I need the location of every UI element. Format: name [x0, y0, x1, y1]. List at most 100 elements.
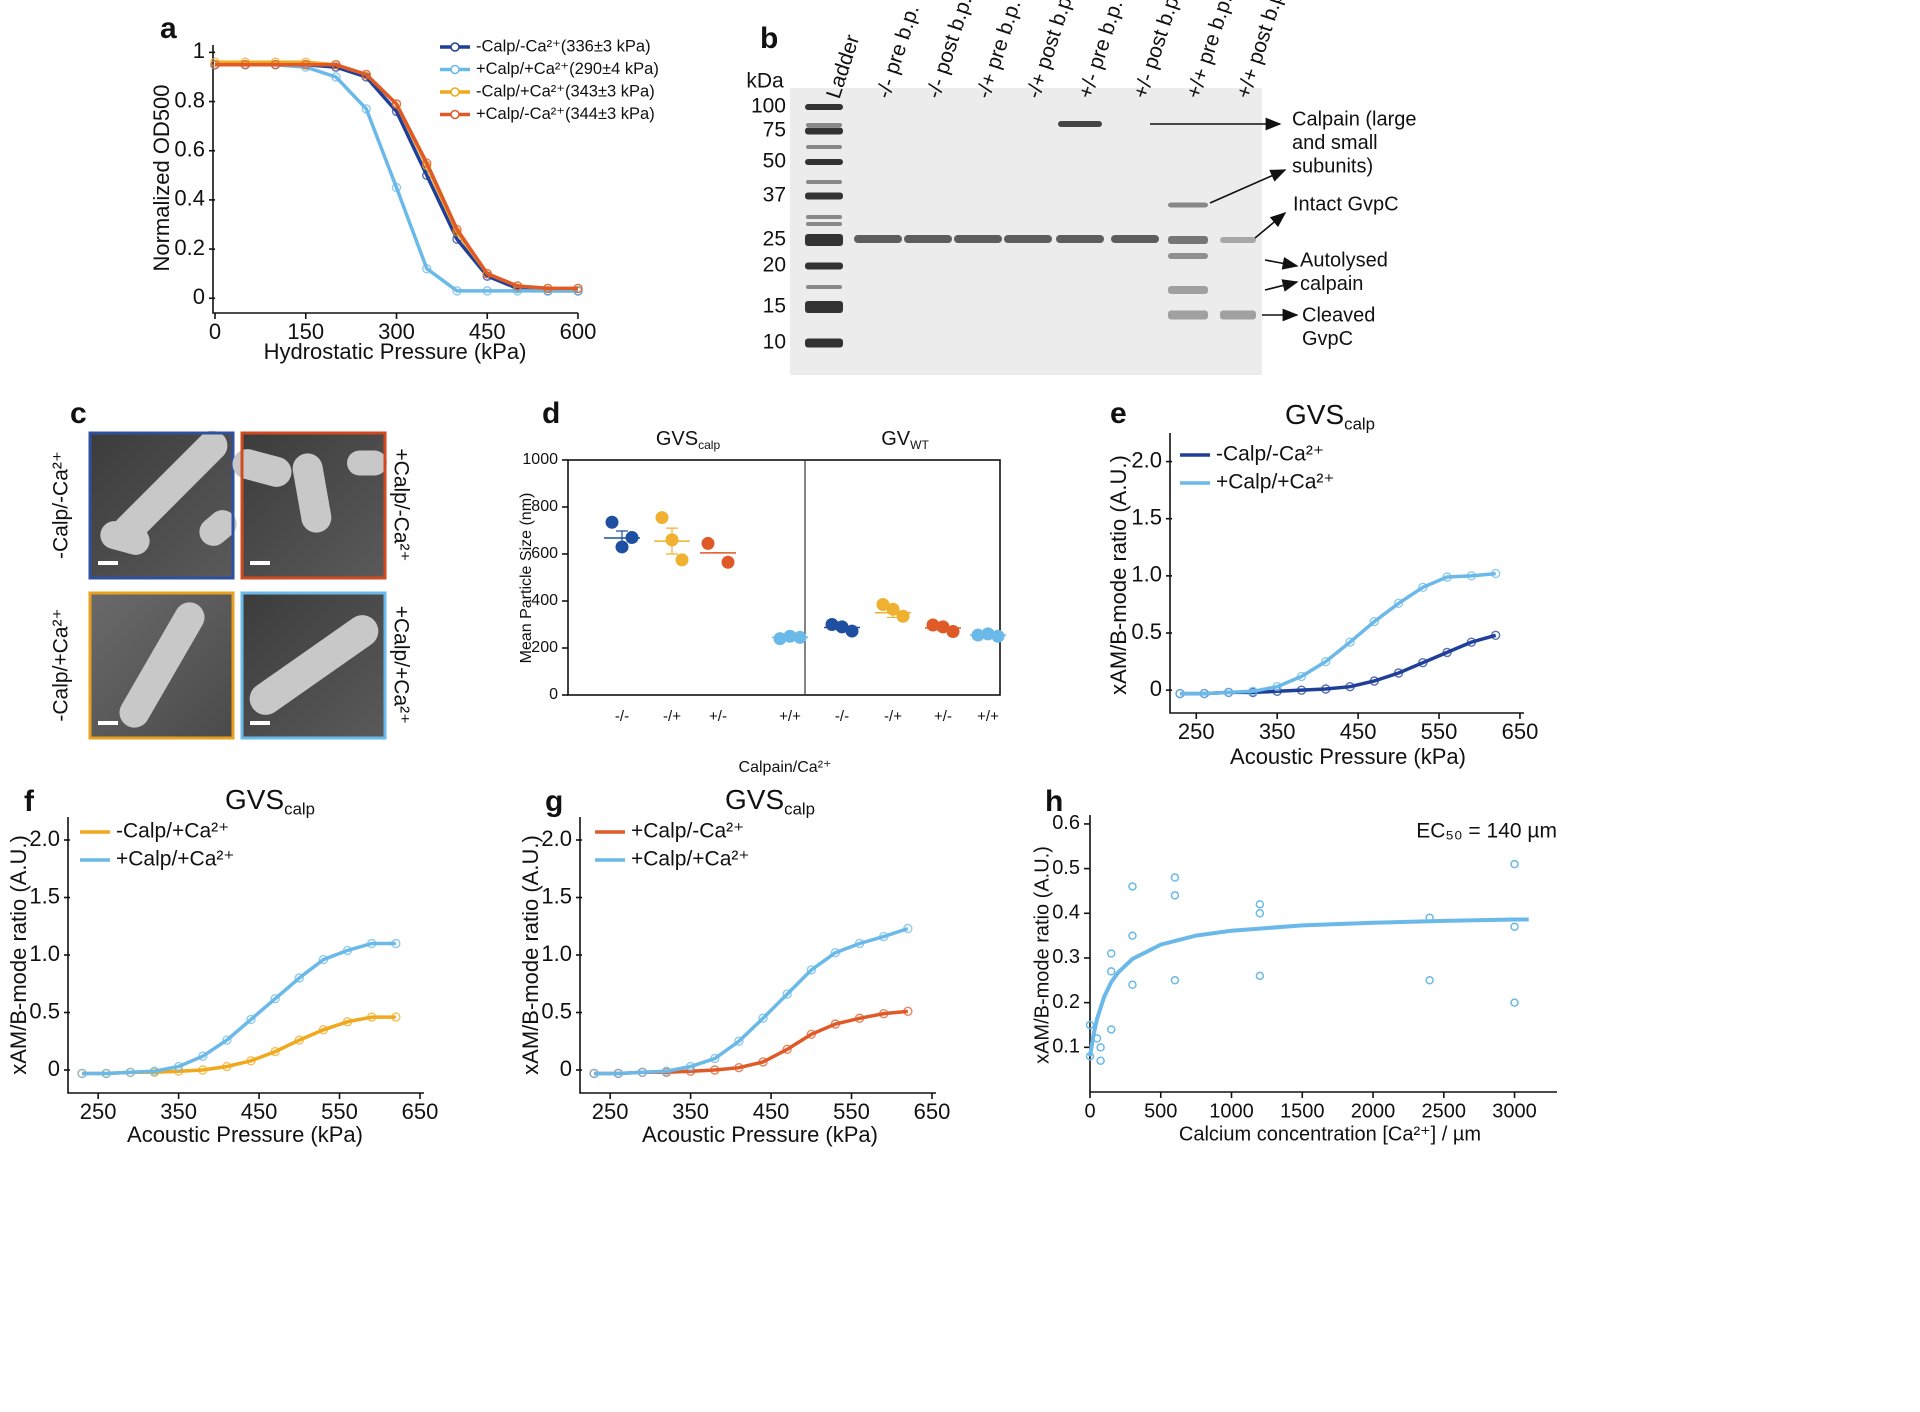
point: [1510, 922, 1519, 931]
x-tick-label: 550: [833, 1099, 870, 1124]
point: [149, 1066, 160, 1076]
marker-label: 25: [763, 228, 786, 251]
point: [1466, 637, 1477, 647]
band: [954, 235, 1002, 243]
point: [198, 1065, 208, 1075]
point: [543, 283, 553, 294]
y-tick-label: 800: [531, 498, 558, 515]
ladder-band-faint: [806, 180, 842, 184]
point: [210, 59, 220, 70]
legend-label: -Calp/+Ca²⁺(343±3 kPa): [476, 82, 655, 100]
point: [625, 531, 639, 545]
point: [835, 620, 849, 634]
point: [1128, 882, 1137, 891]
x-tick-label: 550: [321, 1099, 358, 1124]
gel: [790, 88, 1262, 375]
point: [926, 618, 940, 632]
group-title-main: GV: [881, 428, 911, 450]
point: [710, 1065, 720, 1075]
y-axis-label: xAM/B-mode ratio (A.U.): [1106, 455, 1131, 695]
point: [1490, 568, 1501, 579]
micrograph-label: -Calp/+Ca²⁺: [50, 608, 73, 721]
point: [605, 515, 619, 529]
legend-marker: [450, 42, 460, 52]
x-tick-label: 450: [241, 1099, 278, 1124]
particle: [100, 521, 150, 555]
point: [1255, 900, 1265, 909]
annotation: Intact GvpC: [1293, 193, 1399, 215]
point: [946, 625, 960, 639]
y-tick-label: 0.8: [174, 87, 205, 112]
x-tick-label: 300: [378, 319, 415, 344]
y-axis-label: xAM/B-mode ratio (A.U.): [6, 835, 31, 1075]
point: [301, 59, 311, 70]
y-tick-label: 0: [1150, 676, 1162, 701]
point: [1442, 572, 1452, 582]
chart-title-main: GVS: [1285, 399, 1344, 430]
point: [1510, 998, 1519, 1007]
ladder-band: [805, 234, 843, 246]
micrograph-label: -Calp/-Ca²⁺: [50, 451, 73, 559]
axes: [1089, 815, 1557, 1093]
point: [1170, 873, 1180, 882]
point: [675, 553, 689, 567]
point: [1345, 637, 1355, 647]
panel-label: b: [760, 22, 778, 55]
x-tick-label: 0: [1084, 1100, 1095, 1122]
point: [246, 1056, 256, 1066]
micrograph-frame: [240, 591, 387, 740]
legend-label: -Calp/-Ca²⁺(336±3 kPa): [476, 37, 651, 55]
point: [1106, 949, 1116, 958]
annotation: Autolysed: [1300, 249, 1388, 271]
particle: [199, 510, 237, 546]
point: [1175, 688, 1185, 699]
particle: [249, 615, 379, 715]
y-tick-label: 2.0: [1131, 447, 1162, 472]
x-tick-label: 250: [1178, 719, 1215, 744]
y-tick-label: 0.1: [1052, 1036, 1080, 1058]
ladder-band: [805, 104, 843, 110]
panel-label: f: [24, 785, 35, 818]
band: [1111, 235, 1159, 243]
point: [1490, 630, 1501, 640]
point: [173, 1061, 184, 1072]
point: [971, 628, 985, 642]
point: [482, 268, 492, 279]
group-title: GVWT: [881, 428, 929, 452]
x-tick-label: 3000: [1492, 1100, 1537, 1122]
particle: [232, 449, 292, 487]
band: [1168, 253, 1208, 259]
point: [1418, 658, 1428, 668]
point: [1170, 891, 1180, 900]
point: [342, 1017, 353, 1027]
point: [793, 630, 807, 644]
point: [1255, 971, 1265, 981]
point: [981, 627, 995, 641]
point: [845, 624, 859, 638]
legend-label: -Calp/-Ca²⁺: [1216, 443, 1324, 466]
legend-label: +Calp/+Ca²⁺(290±4 kPa): [476, 60, 659, 78]
point: [422, 158, 432, 168]
point: [1170, 976, 1180, 985]
micrograph-label: +Calp/+Ca²⁺: [389, 606, 412, 724]
y-tick-label: 0.2: [1052, 991, 1080, 1013]
point: [391, 99, 402, 109]
chart-title-main: GVS: [225, 784, 284, 815]
legend-label: +Calp/+Ca²⁺: [116, 848, 234, 871]
unit-label: kDa: [746, 70, 784, 93]
lane-label: +/- pre b.p.: [1074, 0, 1127, 101]
series-line: [1180, 571, 1496, 696]
lane-label: +/- post b.p.: [1129, 0, 1185, 101]
panel-label: e: [1110, 397, 1127, 430]
lane-label: +/+ post b.p.: [1232, 0, 1290, 101]
panel-label: d: [542, 397, 560, 430]
chart-title: GVScalp: [1285, 399, 1375, 433]
point: [876, 598, 890, 612]
x-tick-label: 2000: [1351, 1100, 1396, 1122]
x-tick-label: -/+: [884, 708, 902, 725]
y-tick-label: 1.5: [1131, 505, 1162, 530]
point: [903, 923, 913, 934]
point: [391, 938, 401, 949]
y-axis-label: xAM/B-mode ratio (A.U.): [1031, 846, 1053, 1064]
x-tick-label: 450: [753, 1099, 790, 1124]
